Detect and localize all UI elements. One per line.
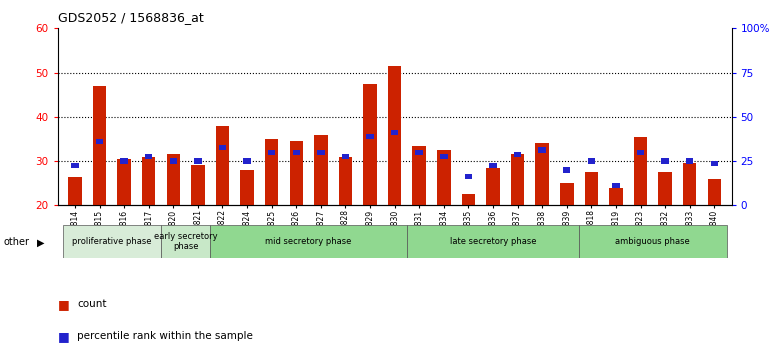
Bar xyxy=(609,188,623,205)
Bar xyxy=(69,177,82,205)
Bar xyxy=(219,145,226,150)
Bar xyxy=(538,147,546,153)
Bar xyxy=(240,170,254,205)
Text: ▶: ▶ xyxy=(37,238,45,247)
Text: other: other xyxy=(4,238,30,247)
Bar xyxy=(462,194,475,205)
Bar xyxy=(363,84,377,205)
Bar xyxy=(145,154,152,159)
Bar xyxy=(489,163,497,168)
Bar xyxy=(166,154,180,205)
Bar xyxy=(265,139,279,205)
Bar xyxy=(388,66,401,205)
Bar xyxy=(93,86,106,205)
Bar xyxy=(579,225,727,258)
Bar xyxy=(72,163,79,168)
Bar xyxy=(686,159,694,164)
Text: percentile rank within the sample: percentile rank within the sample xyxy=(77,331,253,341)
Bar xyxy=(243,159,251,164)
Text: proliferative phase: proliferative phase xyxy=(72,237,152,246)
Bar xyxy=(339,156,352,205)
Bar xyxy=(210,225,407,258)
Bar xyxy=(161,225,210,258)
Bar xyxy=(588,159,595,164)
Bar xyxy=(391,130,398,135)
Text: count: count xyxy=(77,299,106,309)
Bar xyxy=(95,138,103,144)
Text: early secretory
phase: early secretory phase xyxy=(154,232,217,251)
Bar xyxy=(634,137,648,205)
Bar xyxy=(584,172,598,205)
Bar xyxy=(711,161,718,166)
Bar xyxy=(661,159,669,164)
Bar xyxy=(514,152,521,157)
Bar xyxy=(708,179,721,205)
Bar xyxy=(317,149,325,155)
Bar xyxy=(464,174,472,179)
Bar xyxy=(367,134,373,139)
Bar xyxy=(486,168,500,205)
Bar xyxy=(413,145,426,205)
Bar xyxy=(142,156,156,205)
Bar xyxy=(191,166,205,205)
Bar xyxy=(416,149,423,155)
Bar xyxy=(314,135,327,205)
Bar xyxy=(440,154,447,159)
Bar xyxy=(290,141,303,205)
Bar xyxy=(216,126,229,205)
Bar xyxy=(637,149,644,155)
Bar xyxy=(117,159,131,205)
Bar xyxy=(194,159,202,164)
Bar xyxy=(612,183,620,188)
Text: GDS2052 / 1568836_at: GDS2052 / 1568836_at xyxy=(58,11,203,24)
Bar xyxy=(683,163,696,205)
Bar xyxy=(169,159,177,164)
Bar xyxy=(120,159,128,164)
Text: ■: ■ xyxy=(58,298,69,311)
Bar xyxy=(62,225,161,258)
Bar xyxy=(658,172,672,205)
Bar xyxy=(511,154,524,205)
Bar xyxy=(342,154,349,159)
Bar xyxy=(268,149,276,155)
Bar xyxy=(560,183,574,205)
Text: ■: ■ xyxy=(58,330,69,343)
Bar xyxy=(293,149,300,155)
Bar xyxy=(535,143,549,205)
Text: ambiguous phase: ambiguous phase xyxy=(615,237,690,246)
Bar xyxy=(437,150,450,205)
Text: late secretory phase: late secretory phase xyxy=(450,237,536,246)
Bar xyxy=(407,225,579,258)
Text: mid secretory phase: mid secretory phase xyxy=(266,237,352,246)
Bar xyxy=(563,167,571,172)
